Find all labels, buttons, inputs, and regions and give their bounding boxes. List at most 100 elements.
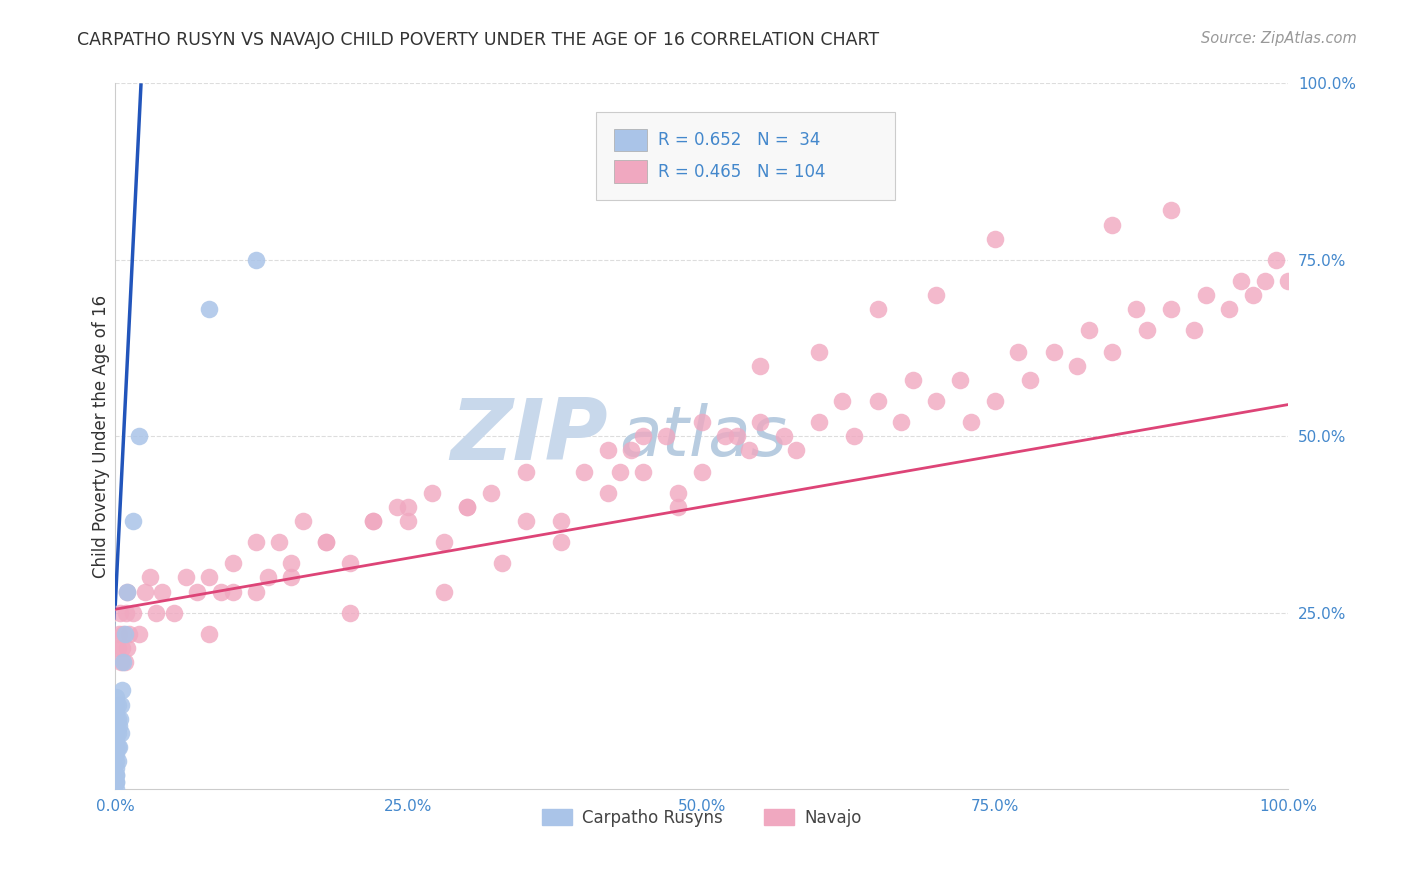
Point [1195,288,1218,302]
Point [785,443,807,458]
Point [256,570,278,584]
Point [1101,218,1123,232]
Point [1007,344,1029,359]
Legend: Carpatho Rusyns, Navajo: Carpatho Rusyns, Navajo [536,803,869,834]
Point [609,465,631,479]
Point [1077,323,1099,337]
Point [866,394,889,409]
Point [749,415,772,429]
Point [456,500,478,514]
Point [1019,373,1042,387]
Point [139,570,162,584]
Point [315,535,337,549]
Point [550,514,572,528]
Point [221,584,243,599]
Point [1230,274,1253,288]
Point [245,584,267,599]
Point [385,500,408,514]
Point [110,725,132,739]
Point [245,535,267,549]
Point [112,627,135,641]
Point [631,429,654,443]
Point [111,641,134,656]
Point [491,557,513,571]
Point [107,698,129,712]
Point [108,606,131,620]
Point [105,754,128,768]
Point [221,557,243,571]
Point [105,712,128,726]
Point [1218,302,1240,317]
Point [107,739,129,754]
Point [107,712,129,726]
Point [107,739,129,754]
Point [118,627,141,641]
Point [1253,274,1275,288]
Point [725,429,748,443]
Point [280,557,302,571]
Point [121,514,143,528]
Point [1241,288,1264,302]
Point [866,302,889,317]
Point [198,627,221,641]
FancyBboxPatch shape [596,112,896,200]
Point [960,415,983,429]
Point [361,514,384,528]
Point [714,429,737,443]
Point [128,429,150,443]
Point [174,570,197,584]
Point [115,584,138,599]
Point [114,627,136,641]
Point [105,775,128,789]
Point [105,761,128,775]
Point [315,535,337,549]
Point [631,465,654,479]
Point [114,655,136,669]
Point [984,232,1007,246]
Point [150,584,173,599]
Point [105,719,128,733]
Point [339,606,361,620]
Text: CARPATHO RUSYN VS NAVAJO CHILD POVERTY UNDER THE AGE OF 16 CORRELATION CHART: CARPATHO RUSYN VS NAVAJO CHILD POVERTY U… [77,31,880,49]
Point [1101,344,1123,359]
Point [134,584,156,599]
Point [515,514,537,528]
Point [114,606,136,620]
Point [807,344,830,359]
Point [890,415,912,429]
Point [433,535,456,549]
Point [515,465,537,479]
Point [666,485,689,500]
Point [398,500,420,514]
Point [105,725,128,739]
Point [772,429,794,443]
Point [596,485,619,500]
Point [105,782,128,797]
Text: ZIP: ZIP [450,395,607,478]
Point [339,557,361,571]
Point [107,725,129,739]
Point [1042,344,1064,359]
Point [690,465,713,479]
Text: atlas: atlas [620,403,787,470]
Point [112,655,135,669]
Point [807,415,830,429]
Point [925,394,948,409]
Point [949,373,972,387]
Point [398,514,420,528]
Y-axis label: Child Poverty Under the Age of 16: Child Poverty Under the Age of 16 [93,294,110,578]
Point [105,705,128,719]
Point [110,655,132,669]
Point [420,485,443,500]
Point [1160,203,1182,218]
Point [550,535,572,549]
Point [115,641,138,656]
Point [1136,323,1159,337]
Point [111,683,134,698]
Point [831,394,853,409]
Point [107,719,129,733]
Point [105,768,128,782]
Point [105,775,128,789]
Point [128,627,150,641]
Point [105,768,128,782]
